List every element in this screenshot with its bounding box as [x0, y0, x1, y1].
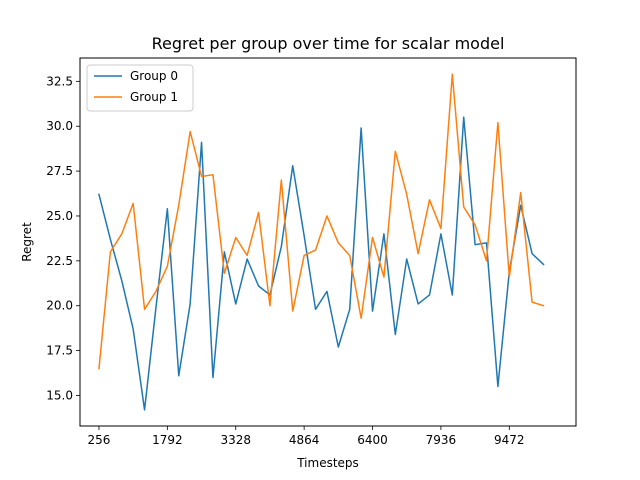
series-layer [98, 73, 545, 411]
x-tick-label: 1792 [152, 433, 183, 447]
chart-title: Regret per group over time for scalar mo… [152, 34, 505, 53]
legend-label-group-0: Group 0 [130, 69, 178, 83]
x-tick-label: 7936 [426, 433, 457, 447]
y-tick-label: 30.0 [46, 119, 73, 133]
y-axis-label: Regret [20, 222, 34, 262]
y-tick-label: 17.5 [46, 344, 73, 358]
series-line-group-1 [98, 73, 545, 370]
y-tick-label: 15.0 [46, 388, 73, 402]
x-tick-label: 256 [88, 433, 111, 447]
series-line-group-0 [98, 116, 545, 411]
legend-label-group-1: Group 1 [130, 90, 178, 104]
x-axis: 256 1792 3328 4864 6400 7936 9472 [88, 426, 525, 447]
y-tick-label: 25.0 [46, 209, 73, 223]
y-axis: 15.0 17.5 20.0 22.5 25.0 27.5 30.0 32.5 [46, 74, 80, 402]
y-tick-label: 20.0 [46, 299, 73, 313]
x-axis-label: Timesteps [296, 456, 359, 470]
x-tick-label: 9472 [494, 433, 525, 447]
x-tick-label: 3328 [220, 433, 251, 447]
y-tick-label: 22.5 [46, 254, 73, 268]
plot-frame [79, 57, 577, 427]
y-tick-label: 32.5 [46, 74, 73, 88]
x-tick-label: 6400 [357, 433, 388, 447]
legend: Group 0 Group 1 [86, 64, 194, 112]
y-tick-label: 27.5 [46, 164, 73, 178]
x-tick-label: 4864 [289, 433, 320, 447]
